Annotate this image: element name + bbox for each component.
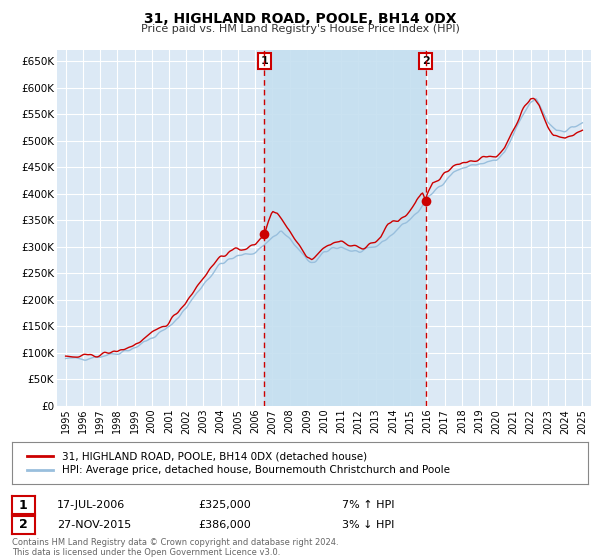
Text: 31, HIGHLAND ROAD, POOLE, BH14 0DX: 31, HIGHLAND ROAD, POOLE, BH14 0DX [144,12,456,26]
Text: Price paid vs. HM Land Registry's House Price Index (HPI): Price paid vs. HM Land Registry's House … [140,24,460,34]
Text: 1: 1 [260,56,268,66]
Text: 3% ↓ HPI: 3% ↓ HPI [342,520,394,530]
Text: 2: 2 [19,518,28,531]
Text: £325,000: £325,000 [198,500,251,510]
Text: 2: 2 [422,56,430,66]
Text: £386,000: £386,000 [198,520,251,530]
Text: 7% ↑ HPI: 7% ↑ HPI [342,500,395,510]
Legend: 31, HIGHLAND ROAD, POOLE, BH14 0DX (detached house), HPI: Average price, detache: 31, HIGHLAND ROAD, POOLE, BH14 0DX (deta… [23,447,454,480]
Text: 27-NOV-2015: 27-NOV-2015 [57,520,131,530]
Text: Contains HM Land Registry data © Crown copyright and database right 2024.
This d: Contains HM Land Registry data © Crown c… [12,538,338,557]
Text: 1: 1 [19,498,28,512]
Text: 17-JUL-2006: 17-JUL-2006 [57,500,125,510]
Bar [265,50,425,406]
